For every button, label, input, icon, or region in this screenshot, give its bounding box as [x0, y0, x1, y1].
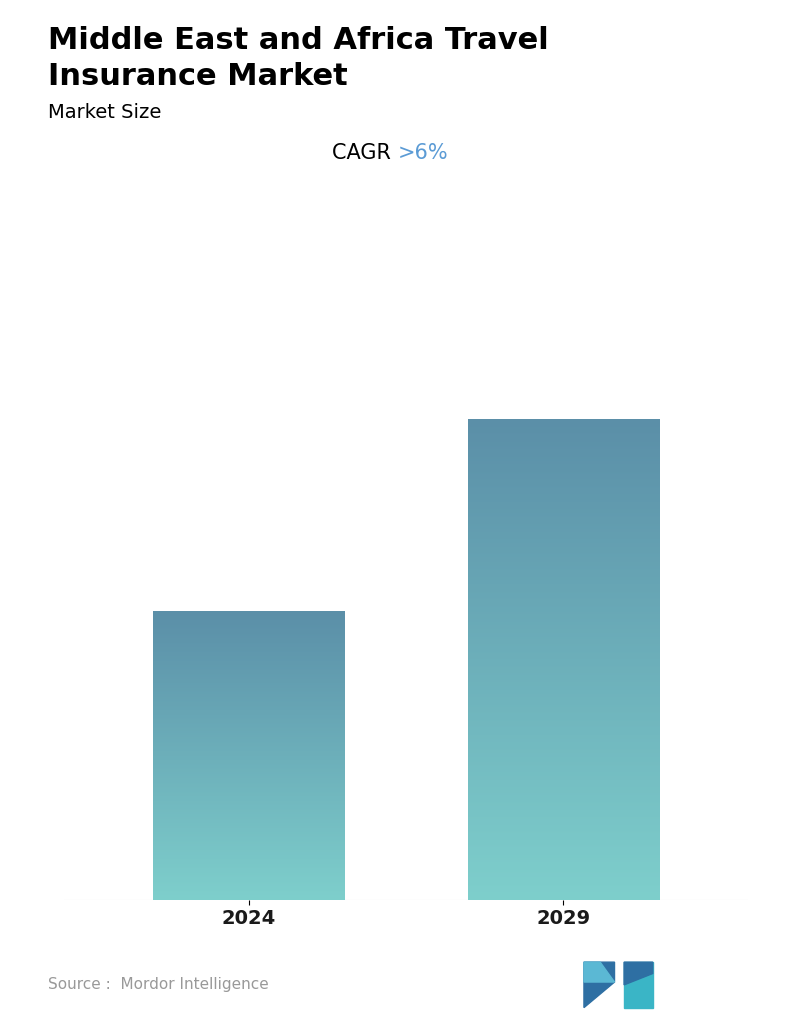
- Text: Middle East and Africa Travel: Middle East and Africa Travel: [48, 26, 548, 55]
- Text: >6%: >6%: [398, 143, 449, 162]
- Text: Market Size: Market Size: [48, 103, 161, 122]
- Polygon shape: [584, 962, 615, 982]
- Polygon shape: [624, 962, 653, 984]
- Polygon shape: [624, 962, 653, 1007]
- Text: Insurance Market: Insurance Market: [48, 62, 348, 91]
- Text: CAGR: CAGR: [333, 143, 398, 162]
- Text: Source :  Mordor Intelligence: Source : Mordor Intelligence: [48, 977, 268, 993]
- Polygon shape: [584, 962, 615, 1007]
